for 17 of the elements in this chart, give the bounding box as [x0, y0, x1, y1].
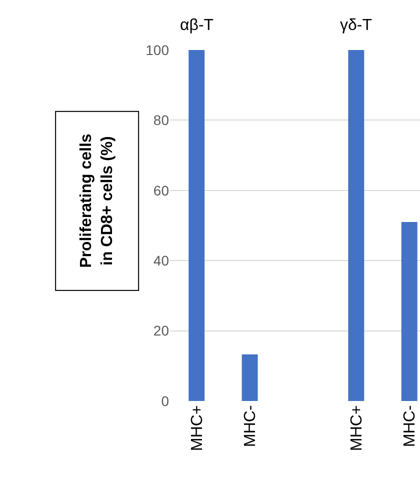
y-tick-label: 40: [153, 252, 170, 268]
text: αβ-T: [180, 17, 214, 34]
y-tick-label: 0: [161, 392, 170, 409]
bar: [401, 222, 418, 401]
y-axis-title: Proliferating cells in CD8+ cells (%): [78, 134, 116, 268]
y-tick-label: 60: [153, 182, 170, 198]
y-tick-label: 100: [146, 42, 170, 58]
x-tick-label: MHC+: [188, 405, 206, 451]
x-tick-label: MHC-: [402, 405, 419, 447]
x-tick-label: MHC-: [242, 405, 259, 447]
y-tick-label: 80: [153, 112, 170, 128]
bar: [348, 50, 364, 401]
y-tick-label: 20: [153, 322, 170, 339]
bar: [188, 50, 205, 401]
x-tick-label: MHC+: [348, 405, 366, 451]
text: γδ-T: [340, 17, 372, 34]
bar: [242, 354, 258, 401]
